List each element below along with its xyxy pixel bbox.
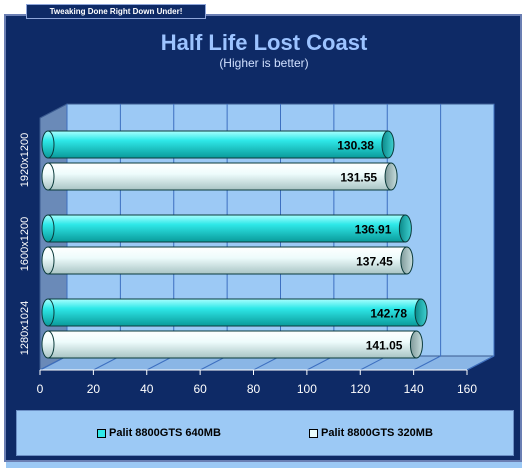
category-label-1280x1024: 1280x1024 bbox=[19, 301, 31, 355]
bar-start-cap bbox=[41, 330, 55, 359]
data-label: 142.78 bbox=[370, 307, 407, 321]
category-label-1920x1200: 1920x1200 bbox=[19, 133, 31, 187]
data-label: 131.55 bbox=[340, 171, 377, 185]
x-tick-label: 60 bbox=[193, 382, 207, 396]
site-tagline: Tweaking Done Right Down Under! bbox=[26, 4, 206, 19]
x-tick-label: 160 bbox=[457, 382, 477, 396]
bar-start-cap bbox=[41, 162, 55, 191]
x-tick-label: 140 bbox=[404, 382, 424, 396]
x-tick-label: 80 bbox=[247, 382, 261, 396]
legend-item-320mb: Palit 8800GTS 320MB bbox=[309, 427, 433, 439]
bar-start-cap bbox=[41, 298, 55, 327]
tick-label-layer: 0 20 40 60 80 100 120 140 160 bbox=[37, 382, 478, 396]
legend-swatch-640mb bbox=[97, 428, 106, 438]
legend-swatch-320mb bbox=[309, 428, 318, 438]
x-tick-label: 100 bbox=[297, 382, 317, 396]
bar-start-cap bbox=[41, 246, 55, 275]
x-tick-label: 120 bbox=[350, 382, 370, 396]
chart-title: Half Life Lost Coast bbox=[160, 30, 368, 55]
bar-320mb-1920x1200 bbox=[47, 162, 392, 191]
bar-layer: 130.38 131.55 136.91 137.45 142.78 141.05 bbox=[41, 130, 428, 359]
bar-end-cap bbox=[398, 214, 412, 243]
x-tick-label: 0 bbox=[37, 382, 44, 396]
data-label: 137.45 bbox=[356, 255, 393, 269]
data-label: 141.05 bbox=[366, 339, 403, 353]
bar-640mb-1920x1200 bbox=[47, 130, 389, 159]
bar-end-cap bbox=[384, 162, 398, 191]
legend-label-320mb: Palit 8800GTS 320MB bbox=[321, 427, 433, 439]
footer-strip bbox=[6, 462, 522, 468]
category-label-layer: 1920x1200 1600x1200 1280x1024 bbox=[19, 133, 31, 355]
legend: Palit 8800GTS 640MB Palit 8800GTS 320MB bbox=[16, 410, 514, 456]
bar-start-cap bbox=[41, 130, 55, 159]
bar-320mb-1280x1024 bbox=[47, 330, 417, 359]
legend-item-640mb: Palit 8800GTS 640MB bbox=[97, 427, 221, 439]
bar-end-cap bbox=[409, 330, 423, 359]
bar-320mb-1600x1200 bbox=[47, 246, 408, 275]
floor-gridline bbox=[413, 355, 441, 371]
x-tick-label: 40 bbox=[140, 382, 154, 396]
bar-640mb-1280x1024 bbox=[47, 298, 422, 327]
bar-end-cap bbox=[414, 298, 428, 327]
bar-640mb-1600x1200 bbox=[47, 214, 406, 243]
bar-start-cap bbox=[41, 214, 55, 243]
data-label: 136.91 bbox=[355, 223, 392, 237]
chart-subtitle: (Higher is better) bbox=[219, 56, 309, 70]
category-label-1600x1200: 1600x1200 bbox=[19, 217, 31, 271]
legend-label-640mb: Palit 8800GTS 640MB bbox=[109, 427, 221, 439]
x-tick-label: 20 bbox=[87, 382, 101, 396]
bar-end-cap bbox=[400, 246, 414, 275]
floor-gridline bbox=[466, 355, 495, 371]
data-label: 130.38 bbox=[337, 139, 374, 153]
bar-end-cap bbox=[381, 130, 395, 159]
